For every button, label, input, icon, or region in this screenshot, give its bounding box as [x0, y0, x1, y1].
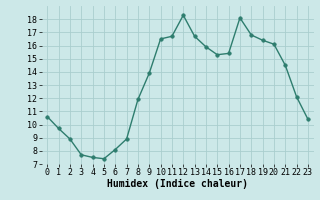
X-axis label: Humidex (Indice chaleur): Humidex (Indice chaleur): [107, 179, 248, 189]
